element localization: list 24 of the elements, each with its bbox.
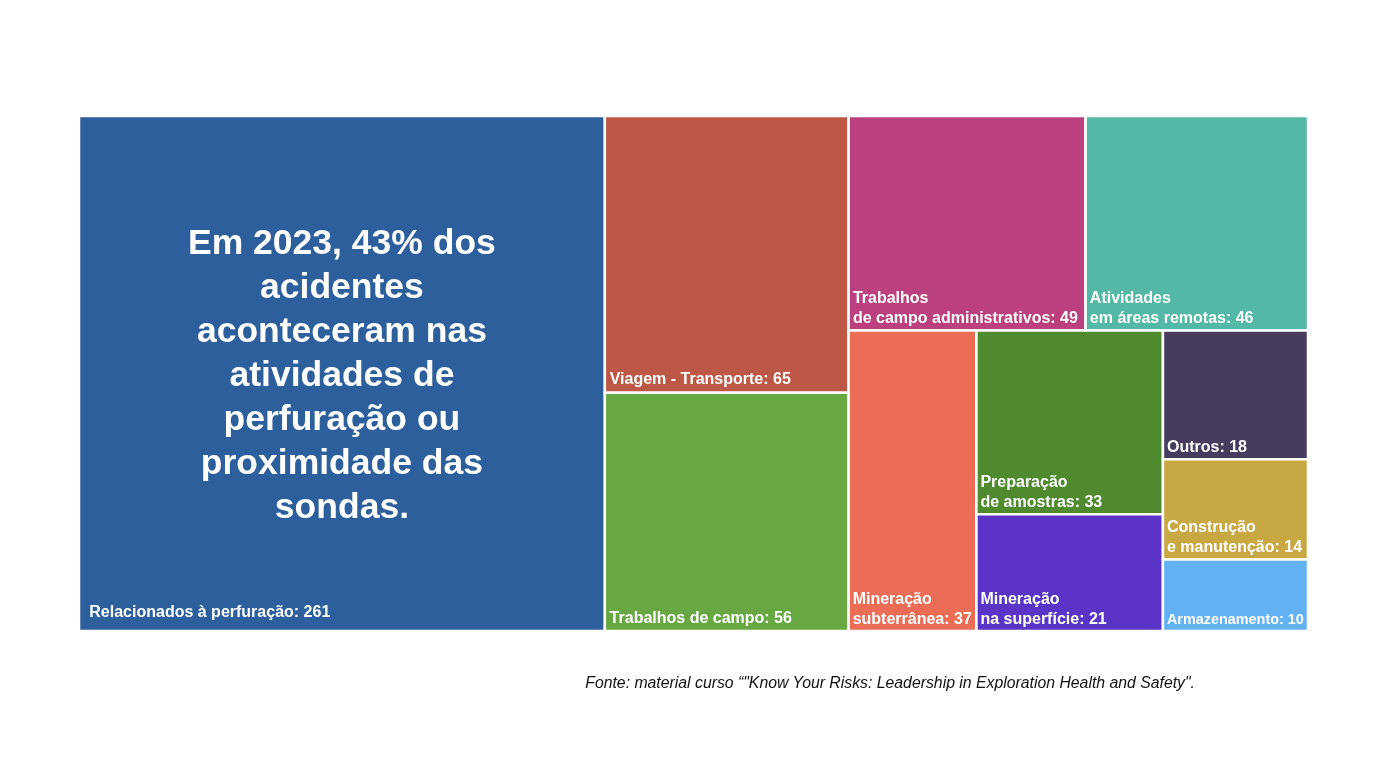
category-label: Trabalhos de campo administrativos (852, 288, 1051, 326)
category-label: Armazenamento (1166, 610, 1280, 627)
category-label: Mineração na superfície (980, 589, 1080, 627)
data-label: : 261 (293, 603, 331, 621)
category-label: Relacionados à perfuração (89, 603, 295, 621)
category-label: Trabalhos de campo (609, 608, 765, 626)
data-label: : 56 (764, 608, 792, 626)
source-note: Fonte: material curso “"Know Your Risks: Leadership in Exploration Health and Safety". (585, 674, 1195, 691)
data-label: : 49 (1050, 308, 1078, 326)
category-label: Viagem - Transporte (609, 370, 764, 388)
category-label: Atividades em áreas remotas (1089, 288, 1227, 326)
category-label: Outros (1166, 437, 1220, 455)
category-label: Preparação de amostras (980, 472, 1075, 510)
data-label: : 37 (944, 609, 972, 627)
text: Em 2023, 43% dos acidentes aconteceram nas atividades de perfuração ou proximidade das sondas. (188, 222, 496, 527)
data-label: : 18 (1219, 437, 1248, 455)
data-label: : 21 (1079, 609, 1107, 627)
data-label: : 46 (1225, 308, 1254, 326)
category-label: Mineração subterrânea (852, 589, 945, 627)
category-label: Construção e manutenção (1166, 517, 1275, 555)
data-label: : 14 (1274, 537, 1303, 555)
data-label: : 33 (1074, 492, 1103, 510)
data-label: : 10 (1279, 610, 1304, 627)
data-label: : 65 (763, 370, 791, 388)
